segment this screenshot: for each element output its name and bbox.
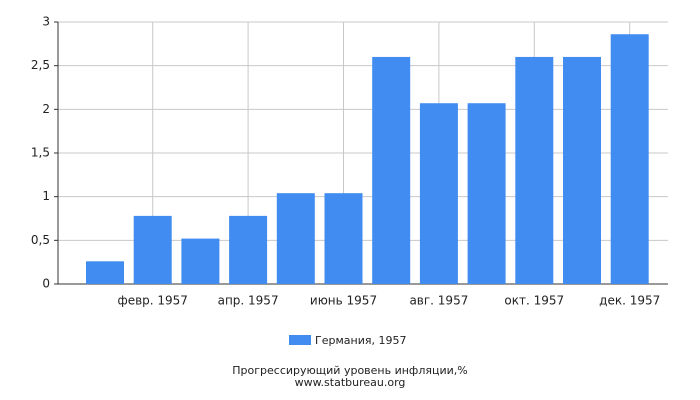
legend-swatch xyxy=(289,335,311,345)
x-tick-label: февр. 1957 xyxy=(117,294,188,308)
bar xyxy=(419,103,458,284)
x-tick-label: авг. 1957 xyxy=(409,294,468,308)
bar xyxy=(276,193,315,284)
bar xyxy=(229,215,268,284)
bar xyxy=(563,56,601,284)
bar xyxy=(372,56,411,284)
y-tick-label: 0,5 xyxy=(31,233,50,247)
bar xyxy=(515,56,554,284)
bar xyxy=(324,193,363,284)
y-tick-label: 0 xyxy=(42,277,50,291)
bar xyxy=(86,261,124,284)
legend-label: Германия, 1957 xyxy=(315,334,406,347)
x-tick-label: июнь 1957 xyxy=(310,294,377,308)
y-tick-label: 2,5 xyxy=(31,58,50,72)
bar xyxy=(467,103,506,284)
bar xyxy=(181,238,220,284)
y-tick-label: 3 xyxy=(42,15,50,29)
x-tick-label: апр. 1957 xyxy=(218,294,279,308)
chart-title: Прогрессирующий уровень инфляции,% xyxy=(232,364,467,377)
y-tick-label: 1,5 xyxy=(31,146,50,160)
x-tick-label: дек. 1957 xyxy=(599,294,660,308)
x-tick-label: окт. 1957 xyxy=(504,294,564,308)
bar xyxy=(133,215,172,284)
chart-subtitle: www.statbureau.org xyxy=(295,376,406,389)
bar xyxy=(610,34,649,284)
y-tick-label: 1 xyxy=(42,189,50,203)
y-tick-label: 2 xyxy=(42,102,50,116)
